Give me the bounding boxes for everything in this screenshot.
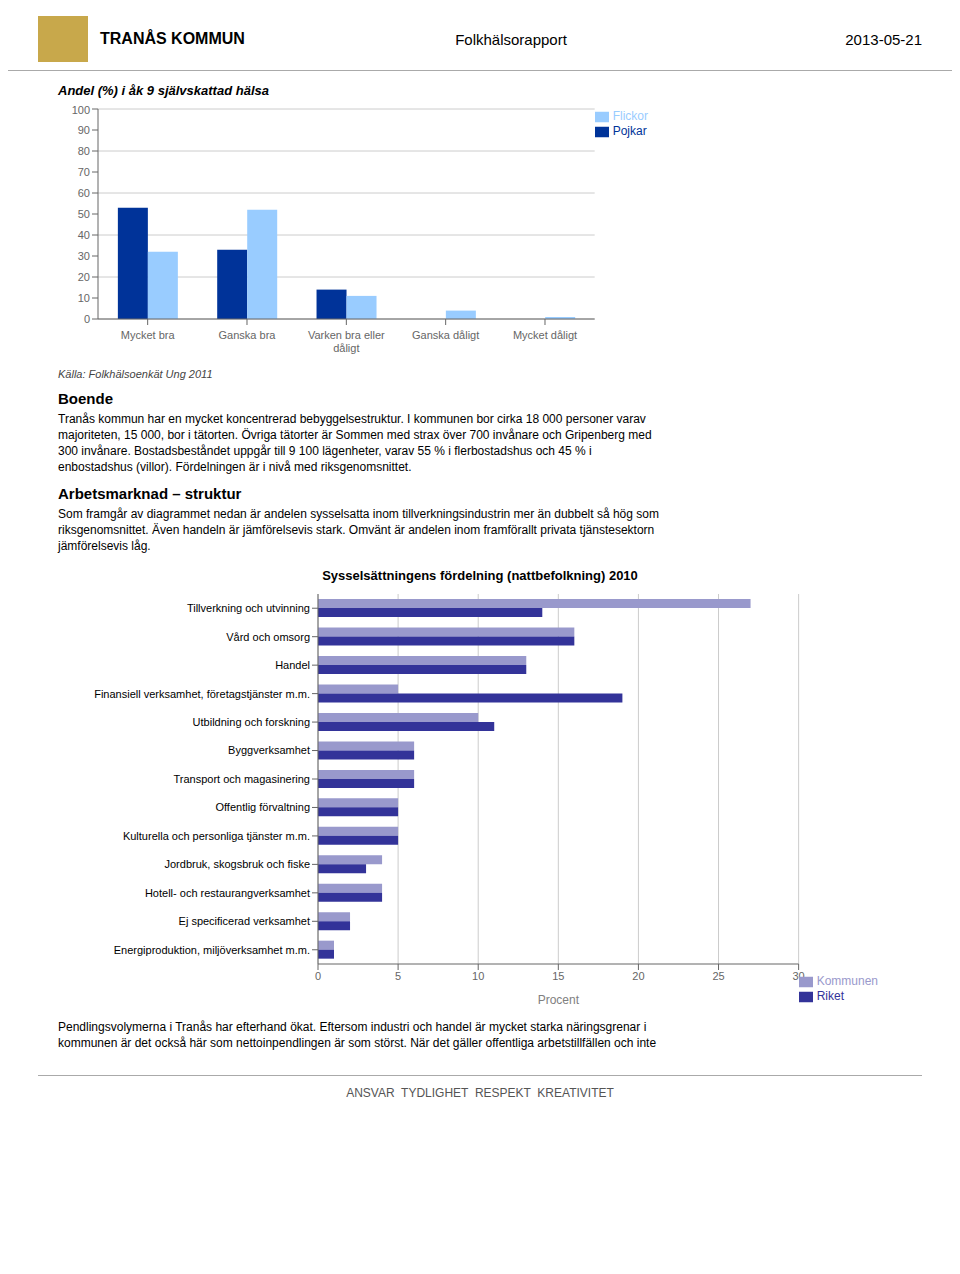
svg-text:Energiproduktion, miljöverksam: Energiproduktion, miljöverksamhet m.m. [114,944,310,956]
svg-text:5: 5 [395,970,401,982]
svg-text:Jordbruk, skogsbruk och fiske: Jordbruk, skogsbruk och fiske [164,858,310,870]
svg-text:20: 20 [78,271,90,283]
svg-text:Mycket dåligt: Mycket dåligt [513,329,577,341]
svg-text:Hotell- och restaurangverksamh: Hotell- och restaurangverksamhet [145,887,310,899]
svg-text:100: 100 [72,104,90,116]
svg-text:Finansiell verksamhet, företag: Finansiell verksamhet, företagstjänster … [94,688,310,700]
svg-text:Utbildning och forskning: Utbildning och forskning [193,716,310,728]
html-text:kommunen är det också här som: kommunen är det också här som nettoinpen… [58,1036,657,1050]
html-text:Tranås kommun har en mycket ko: Tranås kommun har en mycket koncentrerad… [58,412,646,426]
html-text:Pojkar: Pojkar [612,123,647,138]
html-text:Kommunen: Kommunen [816,974,878,989]
html-text:Folkhälsorapport: Folkhälsorapport [455,30,567,48]
svg-text:Kulturella och personliga tjän: Kulturella och personliga tjänster m.m. [123,830,310,842]
svg-text:90: 90 [78,124,90,136]
svg-text:Vård och omsorg: Vård och omsorg [226,631,310,643]
html-text:jämförelsevis låg.: jämförelsevis låg. [58,539,151,553]
html-text:riksgenomsnittet. Även handeln: riksgenomsnittet. Även handeln är jämför… [58,523,655,537]
svg-text:20: 20 [632,970,644,982]
svg-text:70: 70 [78,166,90,178]
svg-text:50: 50 [78,208,90,220]
svg-text:60: 60 [78,187,90,199]
html-text:Arbetsmarknad – struktur: Arbetsmarknad – struktur [58,485,242,502]
html-text:Sysselsättningens fördelning (: Sysselsättningens fördelning (nattbefolk… [322,568,638,583]
svg-text:Ganska dåligt: Ganska dåligt [412,329,479,341]
svg-text:30: 30 [78,250,90,262]
svg-text:Ganska bra: Ganska bra [219,329,277,341]
html-text:2013-05-21: 2013-05-21 [845,30,922,48]
svg-text:Varken bra ellerdåligt: Varken bra ellerdåligt [308,329,385,354]
html-text:300 invånare. Bostadsbeståndet: 300 invånare. Bostadsbeståndet uppgår ti… [58,444,592,458]
svg-text:0: 0 [315,970,321,982]
html-text:Pendlingsvolymerna i Tranås ha: Pendlingsvolymerna i Tranås har efterhan… [58,1020,647,1034]
svg-text:Mycket bra: Mycket bra [121,329,176,341]
html-text:ANSVAR TYDLIGHET RESPEKT KREAT: ANSVAR TYDLIGHET RESPEKT KREATIVITET [346,1086,614,1100]
svg-text:10: 10 [78,292,90,304]
svg-text:30: 30 [793,970,805,982]
html-text:Flickor: Flickor [612,109,648,123]
html-text:Källa: Folkhälsoenkät Ung 2011: Källa: Folkhälsoenkät Ung 2011 [58,368,213,380]
svg-text:Tillverkning och utvinning: Tillverkning och utvinning [187,602,310,614]
html-text:majoriteten, 15 000, bor i tät: majoriteten, 15 000, bor i tätorten. Övr… [58,428,652,442]
svg-text:25: 25 [712,970,724,982]
svg-text:Byggverksamhet: Byggverksamhet [228,744,310,756]
html-text:Boende: Boende [58,390,113,407]
svg-text:15: 15 [552,970,564,982]
svg-text:40: 40 [78,229,90,241]
html-text:Som framgår av diagrammet neda: Som framgår av diagrammet nedan är andel… [58,507,659,521]
html-text:TRANÅS KOMMUN: TRANÅS KOMMUN [100,30,245,47]
html-text:enbostadshus (villor). Fördeln: enbostadshus (villor). Fördelningen är i… [58,460,412,474]
svg-text:Ej specificerad verksamhet: Ej specificerad verksamhet [179,915,310,927]
svg-text:Procent: Procent [538,993,580,1007]
svg-text:Transport och magasinering: Transport och magasinering [173,773,310,785]
html-text:Andel (%) i åk 9 självskattad: Andel (%) i åk 9 självskattad hälsa [58,83,269,98]
html-text:Riket: Riket [816,989,844,1004]
svg-text:10: 10 [472,970,484,982]
svg-text:80: 80 [78,145,90,157]
svg-text:Offentlig förvaltning: Offentlig förvaltning [215,801,310,813]
svg-text:Handel: Handel [275,659,310,671]
svg-text:0: 0 [84,313,90,325]
